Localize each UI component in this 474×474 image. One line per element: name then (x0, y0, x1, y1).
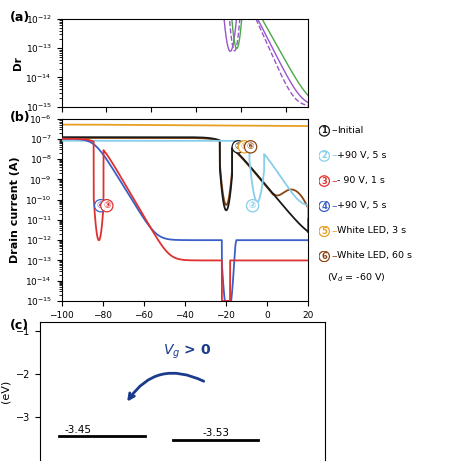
Y-axis label: (eV): (eV) (0, 379, 10, 403)
Text: ③: ③ (103, 201, 110, 210)
Text: 1: 1 (321, 127, 327, 135)
Text: 4: 4 (321, 202, 327, 210)
Text: 2: 2 (321, 152, 327, 160)
Text: +90 V, 5 s: +90 V, 5 s (337, 151, 387, 160)
Text: ②: ② (249, 201, 256, 210)
X-axis label: Gate voltage (V): Gate voltage (V) (134, 325, 236, 335)
Text: 3: 3 (321, 177, 327, 185)
Text: –: – (332, 175, 337, 186)
Text: - 90 V, 1 s: - 90 V, 1 s (337, 176, 385, 185)
Text: –: – (332, 125, 337, 136)
Text: (a): (a) (9, 11, 30, 24)
Text: ⑤: ⑤ (241, 142, 248, 151)
Text: –: – (332, 251, 337, 261)
Text: 5: 5 (321, 227, 327, 236)
Text: White LED, 3 s: White LED, 3 s (337, 227, 407, 235)
Text: –: – (332, 201, 337, 211)
Text: -3.45: -3.45 (65, 425, 91, 435)
Text: +90 V, 5 s: +90 V, 5 s (337, 201, 387, 210)
Text: –: – (332, 150, 337, 161)
Text: $V_g$ > 0: $V_g$ > 0 (163, 343, 211, 361)
X-axis label: Gate voltage (V): Gate voltage (V) (134, 119, 236, 129)
Text: -3.53: -3.53 (202, 428, 229, 438)
Text: Initial: Initial (337, 126, 364, 135)
Y-axis label: Drain current (A): Drain current (A) (10, 156, 20, 263)
Text: ④: ④ (97, 201, 104, 210)
Text: ⑥: ⑥ (247, 142, 255, 151)
Text: –: – (332, 226, 337, 236)
Y-axis label: Dr: Dr (13, 56, 23, 70)
Text: ①: ① (235, 142, 242, 151)
Text: (b): (b) (9, 111, 30, 124)
Text: White LED, 60 s: White LED, 60 s (337, 252, 412, 260)
Text: (V$_d$ = -60 V): (V$_d$ = -60 V) (327, 271, 386, 283)
Text: (c): (c) (9, 319, 28, 332)
Text: 6: 6 (321, 252, 327, 261)
